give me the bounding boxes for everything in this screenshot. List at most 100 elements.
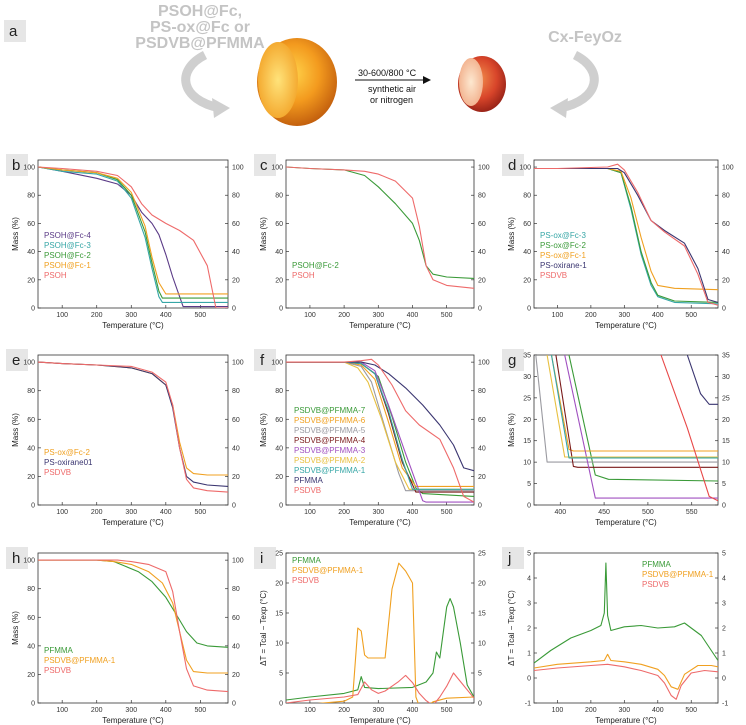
y-axis-label: ΔT = Tcal − Texp (°C) (507, 590, 516, 666)
panel-c-label-bg (254, 154, 276, 176)
x-tick-label: 300 (372, 707, 384, 714)
panel-e-label-bg (6, 349, 28, 371)
y-tick-label-right: 100 (478, 165, 490, 172)
y-tick-label-right: 25 (722, 395, 730, 402)
y-tick-label-right: 60 (722, 221, 730, 228)
y-tick-label: 1 (527, 651, 531, 658)
y-tick-label-right: 80 (478, 388, 486, 395)
series-group (286, 358, 474, 503)
y-tick-label-right: 0 (232, 306, 236, 313)
panel-d-label: d (508, 157, 516, 174)
curved-arrow-left-head (212, 98, 230, 118)
y-tick-label-right: 10 (478, 641, 486, 648)
y-tick-label-right: 20 (232, 277, 240, 284)
series-group (286, 166, 474, 289)
legend-entry: PS-oxirane-1 (540, 261, 587, 270)
series-line (550, 355, 718, 452)
x-tick-label: 100 (304, 312, 316, 319)
y-tick-label: 40 (27, 249, 35, 256)
y-tick-label: 100 (271, 165, 283, 172)
y-tick-label: 80 (523, 193, 531, 200)
series-group (534, 562, 718, 700)
legend-entry: PSDVB (44, 666, 71, 675)
y-tick-label-right: 20 (478, 277, 486, 284)
chart-f: f 100 200 300 400 500 0 0 20 20 40 40 60 60 80 80 100 100… (254, 349, 490, 527)
panel-f-label: f (260, 352, 265, 369)
x-tick-label: 500 (685, 707, 697, 714)
x-tick-label: 200 (585, 707, 597, 714)
panel-h-label: h (12, 550, 20, 567)
x-axis-label: Temperature (°C) (349, 716, 411, 725)
series-line (534, 663, 718, 700)
x-tick-label: 500 (441, 509, 453, 516)
y-tick-label: 80 (275, 388, 283, 395)
plot-frame-f (285, 354, 475, 506)
process-temperature: 30-600/800 °C (358, 68, 417, 78)
y-tick-label: 40 (27, 643, 35, 650)
x-tick-label: 400 (652, 707, 664, 714)
plot-frame-i (285, 552, 475, 704)
y-tick-label-right: 40 (478, 445, 486, 452)
series-group (534, 163, 718, 306)
x-tick-label: 500 (441, 707, 453, 714)
y-tick-label: 15 (523, 438, 531, 445)
x-tick-label: 400 (652, 312, 664, 319)
panel-h-label-bg (6, 547, 28, 569)
process-atmosphere-1: synthetic air (368, 84, 416, 94)
series-line (38, 166, 228, 303)
y-tick-label: 10 (523, 460, 531, 467)
panel-j-label-bg (502, 547, 524, 569)
legend-entry: PFMMA (292, 556, 322, 565)
legend-entry: PSDVB (292, 576, 319, 585)
curved-arrow-right (558, 50, 599, 113)
legend-entry: PSDVB@PFMMA-1 (292, 566, 364, 575)
x-tick-label: 400 (554, 509, 566, 516)
x-tick-label: 300 (125, 707, 137, 714)
panel-a-label: a (9, 23, 18, 40)
y-tick-label: 40 (27, 445, 35, 452)
x-tick-label: 200 (338, 707, 350, 714)
panel-g-label: g (508, 352, 516, 369)
y-tick-label-right: 0 (232, 701, 236, 708)
x-axis-label: Temperature (°C) (349, 518, 411, 527)
series-line (317, 562, 474, 703)
y-tick-label-right: 100 (232, 165, 244, 172)
series-line (535, 355, 718, 463)
product-sphere-cut-face (459, 58, 483, 106)
legend-entry: PSDVB@PFMMA-6 (294, 416, 366, 425)
series-line (38, 559, 228, 693)
y-tick-label-right: 30 (722, 374, 730, 381)
panel-i-label-bg (254, 547, 276, 569)
panel-b-label-bg (6, 154, 28, 176)
x-axis-label: Temperature (°C) (102, 518, 164, 527)
panel-c-label: c (260, 157, 268, 174)
y-tick-label-right: 5 (722, 551, 726, 558)
y-tick-label: 40 (275, 249, 283, 256)
x-tick-label: 500 (441, 312, 453, 319)
precursor-line-1: PSOH@Fc, (158, 3, 242, 20)
panel-a: a PSOH@Fc, PS-ox@Fc or PSDVB@PFMMA 30-60… (4, 3, 622, 126)
x-tick-label: 400 (407, 707, 419, 714)
y-tick-label: 60 (27, 417, 35, 424)
legend-entry: PS-ox@Fc-2 (540, 241, 586, 250)
x-axis-label: Temperature (°C) (595, 716, 657, 725)
y-tick-label: 35 (523, 353, 531, 360)
panel-g-label-bg (502, 349, 524, 371)
legend-entry: PSDVB@PFMMA-1 (642, 570, 714, 579)
x-tick-label: 400 (407, 509, 419, 516)
y-axis-label: ΔT = Tcal − Texp (°C) (259, 590, 268, 666)
series-line (38, 559, 228, 674)
x-tick-label: 400 (160, 312, 172, 319)
legend-entry: PSDVB (540, 271, 567, 280)
y-tick-label-right: 35 (722, 353, 730, 360)
y-tick-label: 40 (275, 445, 283, 452)
legend-entry: PFMMA (44, 646, 74, 655)
y-tick-label: 40 (523, 249, 531, 256)
y-tick-label: 3 (527, 601, 531, 608)
y-tick-label-right: 40 (478, 249, 486, 256)
panel-f-label-bg (254, 349, 276, 371)
x-tick-label: 200 (338, 509, 350, 516)
y-axis-label: Mass (%) (11, 611, 20, 645)
